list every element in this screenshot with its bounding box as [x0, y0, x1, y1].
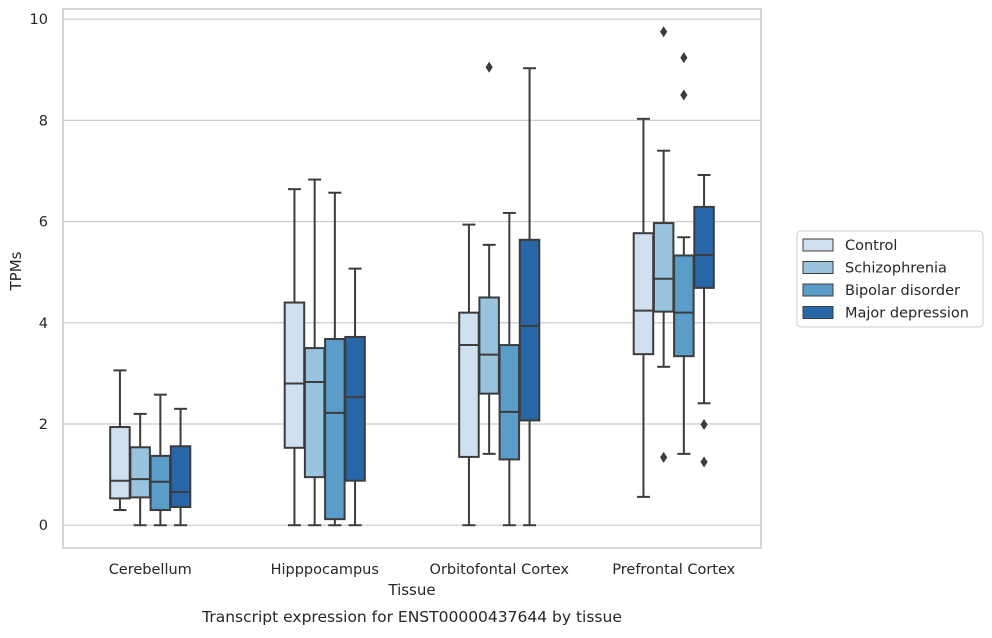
y-tick-label: 2: [39, 417, 48, 433]
legend-swatch: [802, 283, 834, 297]
box-body: [518, 238, 541, 422]
x-axis-label: Tissue: [387, 581, 435, 599]
box-body: [169, 445, 192, 509]
y-tick-label: 10: [30, 12, 48, 28]
box-body: [498, 344, 521, 461]
box-3-0: [632, 117, 655, 498]
box-2-2: [498, 211, 521, 527]
box-1-0: [283, 188, 306, 527]
box-0-2: [149, 393, 172, 527]
legend-swatch: [802, 261, 834, 274]
outlier-point: [680, 89, 688, 101]
box-3-3: [693, 174, 715, 468]
box-groups: [109, 26, 715, 527]
box-body: [673, 254, 695, 358]
box-body: [324, 337, 346, 521]
box-body: [303, 347, 326, 479]
box-2-3: [518, 67, 541, 527]
box-0-0: [109, 369, 131, 512]
box-1-3: [344, 267, 366, 527]
legend-swatch: [802, 238, 834, 252]
legend: Control Schizophrenia Bipolar disorder Majo…: [796, 230, 984, 328]
box-body: [129, 446, 151, 499]
legend-label: Control: [845, 238, 897, 254]
chart-caption: Transcript expression for ENST0000043764…: [201, 608, 622, 626]
outlier-point: [660, 451, 668, 463]
box-body: [344, 335, 366, 482]
y-tick-label: 8: [39, 113, 48, 129]
x-tick-label: Prefrontal Cortex: [612, 562, 735, 578]
outlier-point: [660, 26, 668, 38]
y-axis-label: TPMs: [7, 251, 25, 291]
y-tick-label: 6: [39, 215, 48, 231]
box-0-3: [169, 407, 192, 527]
box-2-0: [458, 223, 480, 527]
x-tick-label: Cerebellum: [109, 562, 192, 578]
outlier-point: [700, 456, 708, 468]
legend-label: Bipolar disorder: [845, 283, 960, 299]
legend-frame: [796, 230, 984, 328]
box-0-1: [129, 412, 151, 527]
box-body: [283, 301, 306, 449]
outlier-point: [700, 419, 708, 431]
box-3-2: [673, 52, 695, 455]
y-tick-label: 0: [39, 518, 48, 534]
box-1-1: [303, 178, 326, 527]
outlier-point: [680, 52, 688, 64]
box-body: [109, 426, 131, 500]
legend-label: Schizophrenia: [845, 261, 947, 277]
box-1-2: [324, 191, 346, 527]
x-tick-labels: Cerebellum Hipppocampus Orbitofontal Corte…: [109, 562, 736, 578]
box-3-1: [652, 26, 675, 463]
legend-swatch: [802, 306, 834, 319]
box-body: [458, 311, 480, 458]
box-body: [149, 454, 172, 512]
y-tick-label: 4: [39, 316, 48, 332]
legend-label: Major depression: [845, 306, 969, 322]
y-tick-labels: 0 2 4 6 8 10: [30, 12, 48, 534]
x-tick-label: Orbitofontal Cortex: [430, 562, 570, 578]
plot-frame: [62, 8, 762, 549]
box-body: [652, 222, 675, 313]
box-body: [478, 296, 500, 395]
box-body: [632, 232, 655, 356]
box-body: [693, 205, 715, 289]
outlier-point: [485, 61, 493, 73]
x-tick-label: Hipppocampus: [271, 562, 379, 578]
grid-lines: [63, 18, 761, 526]
